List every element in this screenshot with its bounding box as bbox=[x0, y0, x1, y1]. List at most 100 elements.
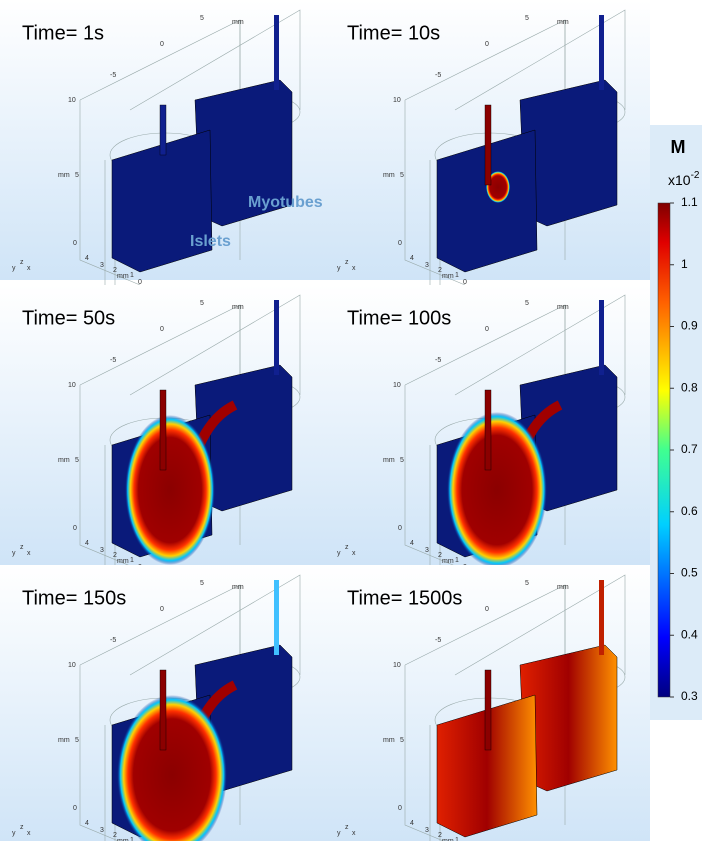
outlet-tube bbox=[274, 15, 279, 90]
frame-line bbox=[79, 665, 120, 841]
axis-label: 5 bbox=[525, 300, 529, 307]
outlet-tube bbox=[599, 300, 604, 375]
axis-label: mm bbox=[557, 19, 569, 26]
axis-label: 1 bbox=[130, 557, 134, 564]
axis-label: x bbox=[27, 830, 31, 837]
exponent: -2 bbox=[691, 170, 700, 181]
colorbar-tick-label: 0.7 bbox=[681, 442, 698, 456]
multiplier: x10 bbox=[668, 172, 691, 188]
axis-label: 5 bbox=[75, 457, 79, 464]
axis-label: mm bbox=[232, 584, 244, 591]
axis-label: 3 bbox=[100, 827, 104, 834]
axis-label: 5 bbox=[200, 580, 204, 587]
axis-label: 10 bbox=[393, 662, 401, 669]
colorbar-tick-label: 1.1 bbox=[681, 195, 698, 209]
outlet-tube bbox=[599, 15, 604, 90]
axis-label: y bbox=[337, 265, 341, 272]
frame-line bbox=[404, 385, 466, 571]
axis-label: mm bbox=[117, 838, 129, 841]
axis-label: 4 bbox=[410, 540, 414, 547]
frame-line bbox=[79, 100, 141, 286]
frame-line bbox=[454, 9, 626, 111]
axis-label: mm bbox=[383, 737, 395, 744]
axis-label: 0 bbox=[138, 279, 142, 286]
frame-line bbox=[454, 294, 626, 396]
plume bbox=[117, 695, 227, 841]
axis-label: -5 bbox=[435, 637, 441, 644]
axis-label: 5 bbox=[200, 300, 204, 307]
axis-label: mm bbox=[58, 737, 70, 744]
axis-label: 3 bbox=[425, 547, 429, 554]
axis-label: 0 bbox=[160, 41, 164, 48]
axis-label: y bbox=[12, 830, 16, 837]
inlet-tube bbox=[484, 669, 492, 751]
axis-label: mm bbox=[232, 19, 244, 26]
axis-label: 3 bbox=[425, 827, 429, 834]
axis-label: 2 bbox=[438, 552, 442, 559]
axis-label: 0 bbox=[485, 41, 489, 48]
axis-label: -5 bbox=[110, 637, 116, 644]
axis-label: 0 bbox=[398, 805, 402, 812]
axis-label: x bbox=[352, 550, 356, 557]
axis-label: mm bbox=[117, 558, 129, 565]
axis-label: 10 bbox=[393, 382, 401, 389]
axis-label: 10 bbox=[68, 382, 76, 389]
colorbar-tick-label: 0.8 bbox=[681, 380, 698, 394]
axis-label: 5 bbox=[525, 15, 529, 22]
frame-line bbox=[404, 665, 445, 841]
axis-label: 3 bbox=[100, 262, 104, 269]
left-chamber bbox=[111, 129, 213, 273]
axis-label: 2 bbox=[438, 267, 442, 274]
axis-label: 1 bbox=[455, 837, 459, 841]
colorbar-multiplier: x10-2 bbox=[668, 170, 700, 188]
axis-label: z bbox=[20, 824, 24, 831]
colorbar bbox=[657, 202, 671, 698]
axis-label: 0 bbox=[485, 326, 489, 333]
axis-label: z bbox=[345, 259, 349, 266]
frame-line bbox=[404, 100, 466, 286]
inlet-tube bbox=[484, 104, 492, 186]
axis-label: 0 bbox=[398, 525, 402, 532]
axis-label: mm bbox=[557, 304, 569, 311]
axis-label: mm bbox=[58, 172, 70, 179]
axis-label: 0 bbox=[398, 240, 402, 247]
axis-label: 10 bbox=[68, 97, 76, 104]
axis-label: mm bbox=[232, 304, 244, 311]
axis-label: mm bbox=[58, 457, 70, 464]
left-chamber bbox=[436, 129, 538, 273]
axis-label: 2 bbox=[113, 832, 117, 839]
colorbar-tick-label: 0.6 bbox=[681, 504, 698, 518]
axis-label: z bbox=[345, 824, 349, 831]
panel-title: Time= 10s bbox=[347, 22, 440, 44]
inlet-tube bbox=[159, 389, 167, 471]
axis-label: x bbox=[352, 265, 356, 272]
chamber-label: Myotubes bbox=[248, 194, 323, 211]
plume bbox=[447, 412, 547, 568]
axis-label: 0 bbox=[160, 606, 164, 613]
axis-label: 0 bbox=[485, 606, 489, 613]
axis-label: 5 bbox=[400, 172, 404, 179]
axis-label: 0 bbox=[73, 805, 77, 812]
axis-label: x bbox=[27, 265, 31, 272]
inlet-tube bbox=[159, 669, 167, 751]
panel-title: Time= 150s bbox=[22, 587, 126, 609]
axis-label: 4 bbox=[85, 540, 89, 547]
inlet-tube bbox=[159, 104, 167, 156]
colorbar-tick-label: 0.5 bbox=[681, 566, 698, 580]
axis-label: 5 bbox=[400, 737, 404, 744]
axis-label: 3 bbox=[425, 262, 429, 269]
axis-label: y bbox=[12, 265, 16, 272]
panel-title: Time= 1500s bbox=[347, 587, 462, 609]
colorbar-tick-label: 0.9 bbox=[681, 319, 698, 333]
frame-line bbox=[129, 294, 301, 396]
axis-label: 4 bbox=[85, 255, 89, 262]
axis-label: 0 bbox=[73, 240, 77, 247]
axis-label: 5 bbox=[75, 737, 79, 744]
axis-label: y bbox=[12, 550, 16, 557]
axis-label: mm bbox=[442, 838, 454, 841]
chamber-label: Islets bbox=[190, 233, 231, 250]
axis-label: z bbox=[345, 544, 349, 551]
plume bbox=[486, 171, 510, 203]
